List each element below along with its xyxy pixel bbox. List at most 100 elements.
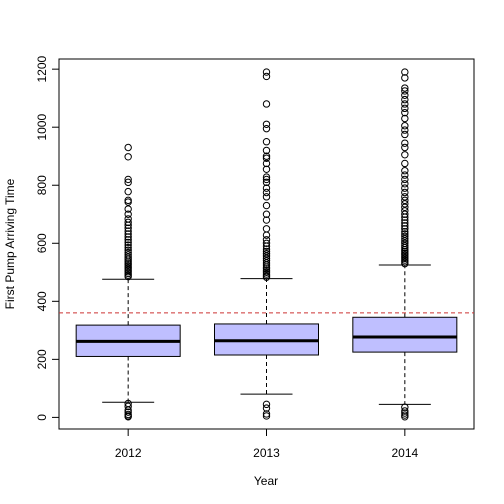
outlier-point [262,100,271,108]
plot-area: 0 200 400 600 800 1000 1200 2012 2013 2014 [35,55,475,460]
outlier-point [124,227,132,235]
x-tick-label: 2012 [115,446,142,460]
outlier-point [124,233,132,241]
x-axis-title: Year [254,474,278,488]
outlier-point [401,196,409,205]
x-tick-label: 2014 [391,446,418,460]
outlier-point [262,193,271,201]
outlier-point [262,239,271,247]
outlier-point [401,139,409,147]
outlier-point [401,188,409,197]
outlier-point [124,253,132,261]
outlier-point [262,231,271,239]
outlier-point [124,175,132,184]
outlier-point [262,173,271,181]
x-tick-label: 2013 [253,446,280,460]
outlier-point [401,200,409,208]
outlier-point [401,234,409,243]
outlier-point [124,215,132,223]
outlier-point [124,410,132,419]
outlier-point [401,409,409,417]
outlier-point [401,171,409,179]
outlier-point [401,207,409,215]
outlier-point [124,218,132,227]
outlier-point [401,104,409,113]
outlier-point [262,175,271,184]
outlier-point [262,259,271,267]
outlier-point [401,151,409,159]
outlier-point [262,216,271,224]
outlier-point [262,245,271,253]
outlier-point [401,143,409,152]
outlier-point [401,230,409,238]
outlier-point [262,225,271,233]
outlier-point [401,68,409,76]
outlier-point [262,152,271,160]
outlier-point [401,167,409,175]
outlier-point [262,124,271,133]
outlier-point [401,227,409,236]
outlier-point [262,412,271,420]
outlier-point [401,411,409,419]
outlier-point [401,216,409,224]
outlier-point [124,243,132,252]
y-tick-label: 0 [35,414,49,421]
outlier-point [262,236,271,244]
outlier-point [262,188,271,197]
y-tick-label: 1000 [35,114,49,141]
outlier-point [401,159,409,168]
outlier-point [262,210,271,218]
outlier-point [401,184,409,192]
outlier-point [124,248,132,257]
outlier-point [124,196,132,205]
outlier-point [262,201,271,210]
outlier-point [401,180,409,188]
outlier-point [401,95,409,104]
outlier-point [262,256,271,265]
outlier-point [401,210,409,218]
outlier-point [262,120,271,128]
outlier-point [262,254,271,263]
outlier-point [401,175,409,184]
outlier-point [124,230,132,238]
outlier-point [401,114,409,123]
outlier-point [401,122,409,130]
outlier-point [124,187,132,196]
outlier-point [401,203,409,211]
outlier-point [401,219,409,227]
outlier-point [401,130,409,139]
outlier-point [401,193,409,201]
iqr-box [352,316,458,353]
outlier-point [401,100,409,108]
outlier-point [262,252,271,260]
outlier-point [401,237,409,245]
outlier-point [401,403,409,411]
outlier-point [401,74,409,82]
outlier-point [124,143,132,152]
outlier-point [124,205,132,213]
outlier-point [262,250,271,258]
outlier-point [262,400,271,409]
y-axis-title: First Pump Arriving Time [3,178,17,309]
outlier-point [262,138,271,146]
outlier-point [124,224,132,232]
y-tick-label: 800 [35,175,49,195]
outlier-point [262,68,271,76]
y-tick-label: 400 [35,291,49,311]
outlier-point [262,247,271,256]
outlier-point [124,153,132,161]
outlier-point [401,87,409,95]
outlier-point [401,241,409,250]
outlier-point [124,241,132,249]
outlier-point [124,246,132,254]
outlier-point [262,178,271,187]
outlier-point [262,154,271,162]
outlier-point [124,178,132,187]
outlier-point [262,165,271,173]
outlier-point [401,222,409,230]
y-tick-label: 200 [35,349,49,369]
outlier-point [401,232,409,241]
outlier-point [401,225,409,233]
outlier-point [401,239,409,247]
